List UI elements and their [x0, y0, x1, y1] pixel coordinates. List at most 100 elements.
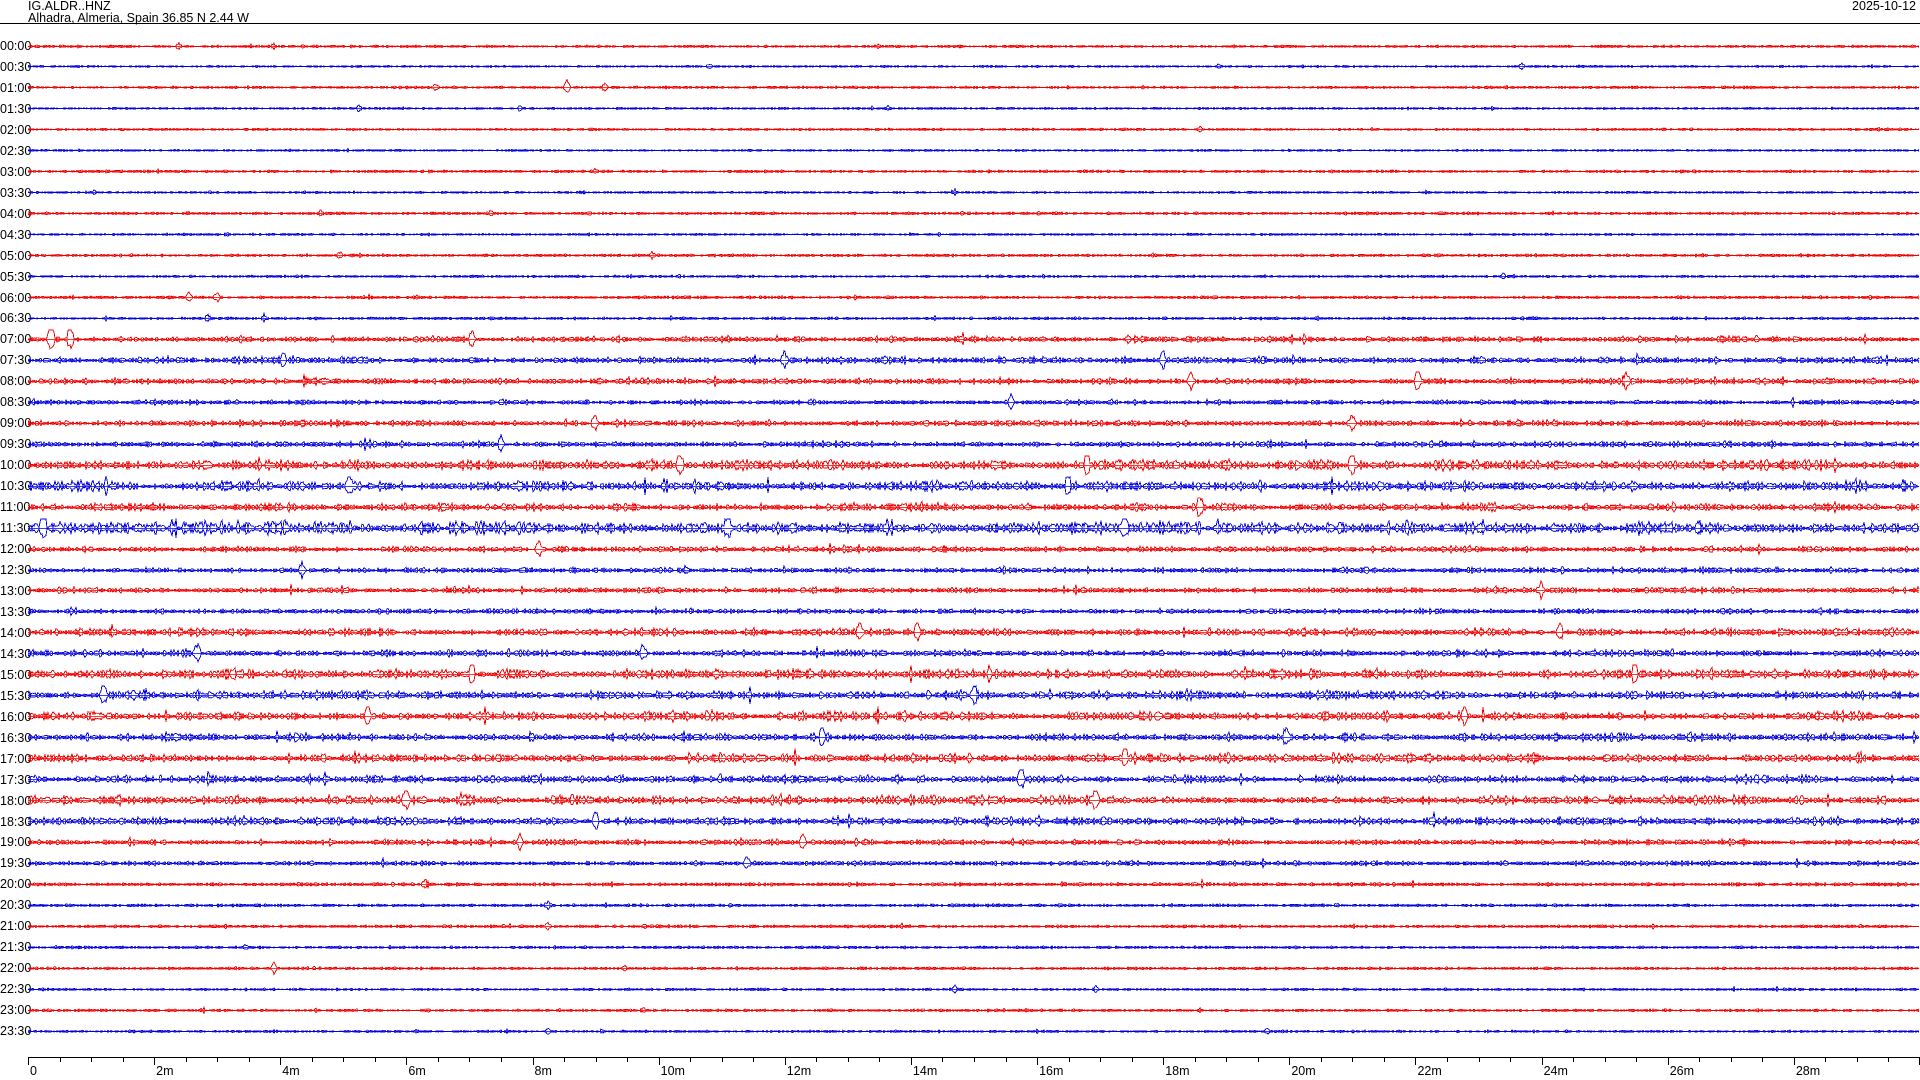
time-axis-label: 09:30	[0, 437, 32, 452]
record-date: 2025-10-12	[1852, 0, 1916, 13]
x-tick-minor	[564, 1057, 566, 1062]
seismic-trace	[28, 943, 1920, 950]
x-tick-major	[1289, 1057, 1291, 1065]
seismic-trace	[28, 62, 1920, 71]
x-tick-minor	[1068, 1057, 1070, 1062]
seismic-trace	[28, 231, 1920, 238]
seismic-trace	[28, 291, 1920, 303]
time-axis-label: 21:00	[0, 919, 32, 934]
x-tick-major	[1541, 1057, 1543, 1065]
seismic-trace	[28, 167, 1920, 175]
time-axis-label: 10:30	[0, 479, 32, 494]
time-axis-label: 06:30	[0, 311, 32, 326]
trace-row: 09:00	[0, 413, 1920, 434]
x-axis-label: 24m	[1543, 1064, 1568, 1078]
seismic-trace	[28, 311, 1920, 324]
trace-row: 01:30	[0, 98, 1920, 119]
time-axis-label: 07:00	[0, 332, 32, 347]
seismic-trace	[28, 727, 1920, 747]
trace-row: 01:00	[0, 77, 1920, 98]
x-tick-major	[658, 1057, 660, 1065]
x-tick-major	[532, 1057, 534, 1065]
x-axis-label: 0	[30, 1064, 37, 1078]
trace-row: 00:30	[0, 56, 1920, 77]
trace-row: 00:00	[0, 36, 1920, 57]
trace-row: 14:30	[0, 643, 1920, 664]
seismic-trace	[28, 790, 1920, 811]
trace-row: 20:30	[0, 895, 1920, 916]
x-axis-label: 18m	[1165, 1064, 1190, 1078]
seismic-trace	[28, 496, 1920, 517]
x-tick-minor	[91, 1057, 93, 1062]
trace-row: 23:00	[0, 1000, 1920, 1021]
seismic-trace	[28, 517, 1920, 538]
seismic-trace	[28, 147, 1920, 153]
time-axis-label: 02:30	[0, 143, 32, 158]
x-tick-major	[154, 1057, 156, 1065]
seismic-trace	[28, 1005, 1920, 1015]
trace-row: 09:30	[0, 433, 1920, 455]
seismic-trace	[28, 414, 1920, 433]
seismic-trace	[28, 370, 1920, 392]
time-axis-label: 03:30	[0, 185, 32, 200]
time-axis-label: 02:00	[0, 122, 32, 137]
time-axis-label: 12:00	[0, 542, 32, 557]
time-axis-label: 13:30	[0, 604, 32, 619]
x-tick-major	[1793, 1057, 1795, 1065]
seismic-trace	[28, 748, 1920, 767]
time-axis-label: 20:00	[0, 877, 32, 892]
x-tick-minor	[1194, 1057, 1196, 1062]
x-tick-major	[1037, 1057, 1039, 1065]
trace-row: 06:00	[0, 287, 1920, 308]
trace-row: 15:30	[0, 685, 1920, 707]
trace-row: 19:00	[0, 831, 1920, 853]
time-axis-label: 08:00	[0, 374, 32, 389]
seismic-trace	[28, 475, 1920, 496]
trace-row: 18:30	[0, 811, 1920, 832]
time-axis-label: 20:30	[0, 898, 32, 913]
x-tick-minor	[1320, 1057, 1322, 1062]
trace-row: 07:30	[0, 349, 1920, 371]
time-axis-label: 23:30	[0, 1024, 32, 1039]
seismic-trace	[28, 622, 1920, 643]
x-axis-label: 28m	[1795, 1064, 1821, 1078]
trace-row: 20:00	[0, 874, 1920, 895]
seismic-trace	[28, 769, 1920, 789]
time-axis-label: 22:00	[0, 961, 32, 976]
time-axis-label: 00:00	[0, 39, 32, 53]
time-axis-label: 03:00	[0, 164, 32, 179]
seismic-trace	[28, 41, 1920, 51]
x-tick-minor	[59, 1057, 61, 1062]
seismic-trace	[28, 104, 1920, 113]
seismic-trace	[28, 433, 1920, 453]
x-tick-minor	[1888, 1057, 1890, 1062]
time-axis-label: 19:30	[0, 856, 32, 871]
x-axis-label: 14m	[912, 1064, 938, 1078]
time-axis-label: 01:30	[0, 101, 32, 116]
seismic-trace	[28, 272, 1920, 280]
trace-row: 07:00	[0, 329, 1920, 350]
x-tick-minor	[1636, 1057, 1638, 1062]
seismic-trace	[28, 580, 1920, 602]
trace-row: 08:00	[0, 370, 1920, 392]
time-axis-label: 07:30	[0, 353, 32, 368]
seismic-trace	[28, 125, 1920, 134]
x-tick-minor	[469, 1057, 471, 1062]
x-tick-minor	[122, 1057, 124, 1062]
x-axis-label: 8m	[534, 1064, 552, 1078]
x-tick-minor	[374, 1057, 376, 1062]
x-axis-label: 26m	[1669, 1064, 1695, 1078]
trace-row: 17:00	[0, 748, 1920, 769]
x-tick-major	[1415, 1057, 1417, 1065]
x-tick-minor	[1352, 1057, 1354, 1062]
x-tick-minor	[1825, 1057, 1827, 1062]
x-axis-label: 16m	[1039, 1064, 1064, 1078]
trace-row: 16:30	[0, 727, 1920, 748]
seismic-trace	[28, 900, 1920, 911]
x-tick-minor	[1447, 1057, 1448, 1062]
x-tick-minor	[627, 1057, 629, 1062]
seismic-trace	[28, 856, 1920, 870]
x-tick-major	[28, 1057, 29, 1065]
x-tick-major	[1163, 1057, 1165, 1065]
seismic-trace	[28, 329, 1920, 350]
